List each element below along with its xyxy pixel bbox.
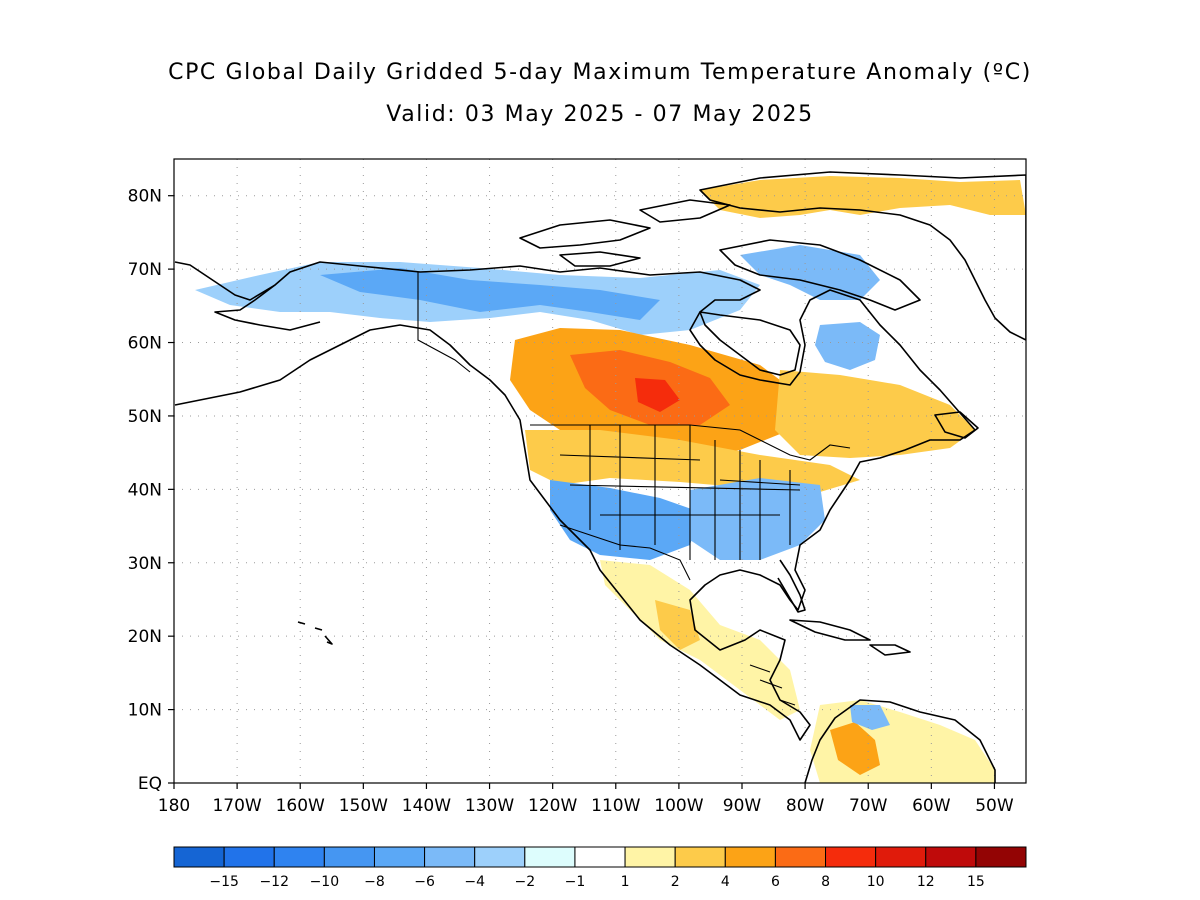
colorbar-swatch xyxy=(975,846,1027,868)
anomaly-region-southwest-us-cold xyxy=(550,480,700,560)
colorbar-label: 8 xyxy=(821,874,830,890)
colorbar-swatch xyxy=(474,846,526,868)
colorbar-label: −15 xyxy=(209,874,239,890)
colorbar-swatch xyxy=(524,846,576,868)
anomaly-region-central-us-cold xyxy=(690,478,825,560)
anomaly-region-mexico-warm-core xyxy=(655,600,700,650)
map-plot-area xyxy=(174,159,1026,783)
colorbar-label: −12 xyxy=(259,874,289,890)
cuba-island xyxy=(789,619,871,641)
map-subtitle: Valid: 03 May 2025 - 07 May 2025 xyxy=(386,102,814,127)
greenland-coast xyxy=(699,171,1026,341)
anomaly-region-eastern-canada-warm xyxy=(775,370,975,458)
hudson-bay-coast xyxy=(699,311,801,376)
colorbar-label: 15 xyxy=(967,874,985,890)
colorbar-swatch xyxy=(724,846,776,868)
alaska-canada-border xyxy=(417,272,471,373)
colorbar-label: −1 xyxy=(565,874,586,890)
colorbar-swatch xyxy=(875,846,927,868)
lon-tick-label: 140W xyxy=(402,796,451,816)
coastlines xyxy=(174,171,1026,783)
anomaly-region-colombia-warm xyxy=(830,722,880,775)
colorbar-label: 12 xyxy=(917,874,935,890)
florida-coast xyxy=(777,559,806,613)
us-mexico-border xyxy=(559,524,691,581)
lat-tick-label: 60N xyxy=(128,334,162,354)
lon-tick-label: 160W xyxy=(276,796,325,816)
colorbar: −15 −12 −10 −8 −6 −4 −2 −1 1 2 4 6 8 10 12 15 xyxy=(173,846,1027,890)
anomaly-region-greenland-warm xyxy=(700,176,1026,218)
colorbar-label: −8 xyxy=(364,874,385,890)
colorbar-label: 1 xyxy=(621,874,630,890)
anomaly-region-hudson-cold xyxy=(740,245,880,300)
anomaly-region-colombia-cold xyxy=(850,705,890,730)
hispaniola-island xyxy=(869,644,911,656)
south-america-coast xyxy=(804,699,996,783)
lat-tick-label: 30N xyxy=(128,554,162,574)
colorbar-label: −4 xyxy=(464,874,485,890)
lon-tick-label: 70W xyxy=(849,796,888,816)
lon-tick-label: 90W xyxy=(723,796,762,816)
lat-tick-label: EQ xyxy=(138,774,162,794)
lon-tick-label: 80W xyxy=(786,796,825,816)
anomaly-field xyxy=(195,176,1026,783)
lon-tick-label: 60W xyxy=(912,796,951,816)
lat-tick-label: 50N xyxy=(128,407,162,427)
colorbar-swatch xyxy=(323,846,375,868)
lon-tick-label: 50W xyxy=(975,796,1014,816)
lat-tick-label: 80N xyxy=(128,187,162,207)
colorbar-label: 4 xyxy=(721,874,730,890)
us-canada-border xyxy=(530,424,851,461)
lon-tick-label: 150W xyxy=(339,796,388,816)
colorbar-swatch xyxy=(424,846,476,868)
colorbar-swatch xyxy=(925,846,977,868)
colorbar-label: −10 xyxy=(310,874,340,890)
anomaly-region-northern-canada-cold xyxy=(320,268,660,320)
anomaly-region-labrador-cold xyxy=(815,322,880,370)
colorbar-label: −6 xyxy=(414,874,435,890)
lat-tick-label: 40N xyxy=(128,480,162,500)
central-america-borders xyxy=(749,664,796,706)
lon-tick-label: 100W xyxy=(654,796,703,816)
colorbar-swatch xyxy=(624,846,676,868)
colorbar-label: −2 xyxy=(515,874,536,890)
map-frame xyxy=(173,158,1027,784)
colorbar-swatch xyxy=(574,846,626,868)
colorbar-swatch xyxy=(825,846,877,868)
political-borders xyxy=(417,272,851,706)
anomaly-region-prairies-hot-spot xyxy=(635,378,680,412)
lat-tick-label: 10N xyxy=(128,701,162,721)
colorbar-label: 6 xyxy=(771,874,780,890)
lon-tick-label: 130W xyxy=(465,796,514,816)
alaska-peninsula xyxy=(214,284,321,331)
lon-tick-label: 110W xyxy=(591,796,640,816)
map-title: CPC Global Daily Gridded 5-day Maximum T… xyxy=(168,60,1032,85)
lat-lon-grid xyxy=(174,159,1026,783)
hawaii-islands xyxy=(297,621,333,645)
lon-tick-label: 120W xyxy=(528,796,577,816)
colorbar-swatch xyxy=(373,846,426,868)
arctic-islands-2 xyxy=(639,199,731,223)
arctic-islands-1 xyxy=(519,219,651,249)
lat-tick-label: 70N xyxy=(128,260,162,280)
colorbar-swatch xyxy=(223,846,275,868)
lon-tick-label: 170W xyxy=(212,796,261,816)
arctic-islands-3 xyxy=(559,251,641,267)
colorbar-swatch xyxy=(774,846,827,868)
colorbar-label: 10 xyxy=(867,874,885,890)
lon-tick-label: 180 xyxy=(158,796,190,816)
colorbar-swatch xyxy=(173,846,225,868)
colorbar-swatch xyxy=(674,846,726,868)
us-state-lines xyxy=(559,425,801,560)
anomaly-region-northern-us-warm xyxy=(525,430,860,492)
lat-tick-label: 20N xyxy=(128,627,162,647)
colorbar-swatch xyxy=(273,846,325,868)
newfoundland xyxy=(934,411,979,439)
north-america-coastline xyxy=(174,261,976,741)
colorbar-label: 2 xyxy=(671,874,680,890)
baffin-island xyxy=(719,239,921,311)
